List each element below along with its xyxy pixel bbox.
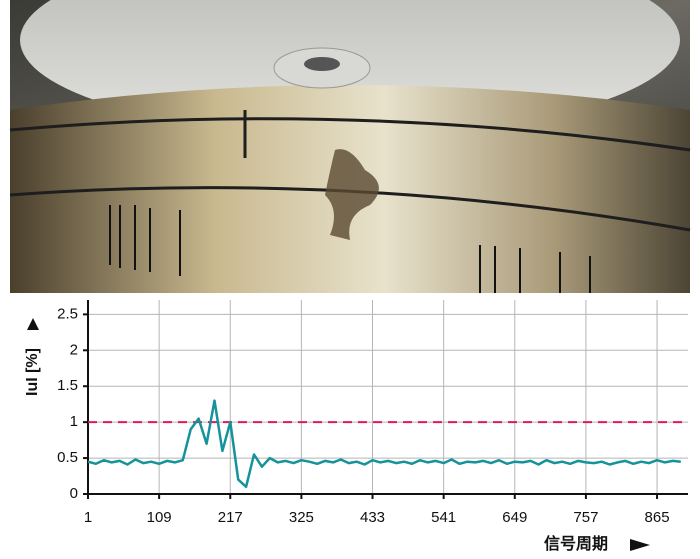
x-tick-label: 109: [147, 509, 172, 526]
x-axis-label: 信号周期: [544, 534, 608, 553]
y-axis-label: IuI [%]: [24, 348, 41, 396]
x-tick-label: 649: [502, 509, 527, 526]
x-tick-label: 433: [360, 509, 385, 526]
y-tick-label: 1.5: [57, 377, 78, 394]
y-arrow: [27, 318, 39, 330]
x-tick-label: 217: [218, 509, 243, 526]
photo: [9, 0, 691, 293]
x-arrow: [630, 539, 650, 551]
x-tick-label: 1: [84, 509, 92, 526]
x-tick-label: 757: [573, 509, 598, 526]
x-tick-label: 541: [431, 509, 456, 526]
y-tick-label: 0: [70, 485, 78, 502]
x-tick-label: 865: [645, 509, 670, 526]
y-tick-label: 1: [70, 413, 78, 430]
x-tick-label: 325: [289, 509, 314, 526]
data-line: [87, 399, 681, 489]
y-tick-label: 0.5: [57, 449, 78, 466]
y-tick-label: 2: [70, 341, 78, 358]
y-tick-label: 2.5: [57, 305, 78, 322]
chart: IuI [%] 信号周期 0 0.5 1 1.5 2 2.5 1 109 217 325 433 54…: [24, 300, 688, 553]
